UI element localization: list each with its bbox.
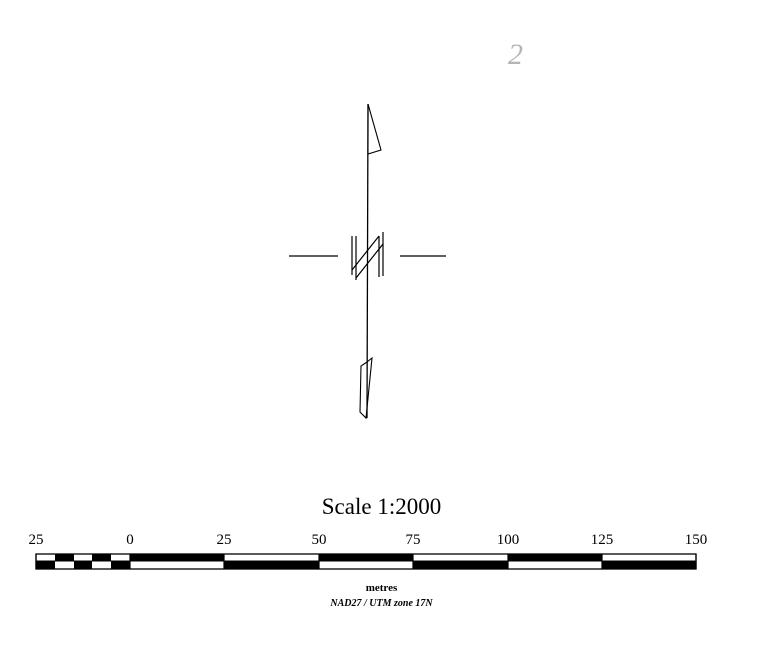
- scale-bar-subsegment: [92, 554, 111, 561]
- scale-bar-subsegment: [55, 554, 74, 561]
- scale-bar-segment: [508, 554, 602, 561]
- north-arrow-icon: [0, 0, 763, 470]
- scale-bar-segment: [319, 554, 413, 561]
- scale-bar: [0, 530, 763, 580]
- projection-label: NAD27 / UTM zone 17N: [0, 598, 763, 609]
- scale-bar-subsegment: [36, 561, 55, 569]
- scale-bar-segment: [224, 561, 319, 569]
- scale-bar-subsegment: [74, 561, 92, 569]
- scale-bar-subsegment: [111, 561, 130, 569]
- scale-units-label: metres: [0, 582, 763, 594]
- north-arrow-tail: [360, 358, 372, 418]
- scale-bar-segment: [602, 561, 696, 569]
- scale-bar-segment: [413, 561, 508, 569]
- scale-bar-segment: [130, 554, 224, 561]
- scale-title: Scale 1:2000: [0, 494, 763, 520]
- north-arrow-head: [368, 104, 381, 154]
